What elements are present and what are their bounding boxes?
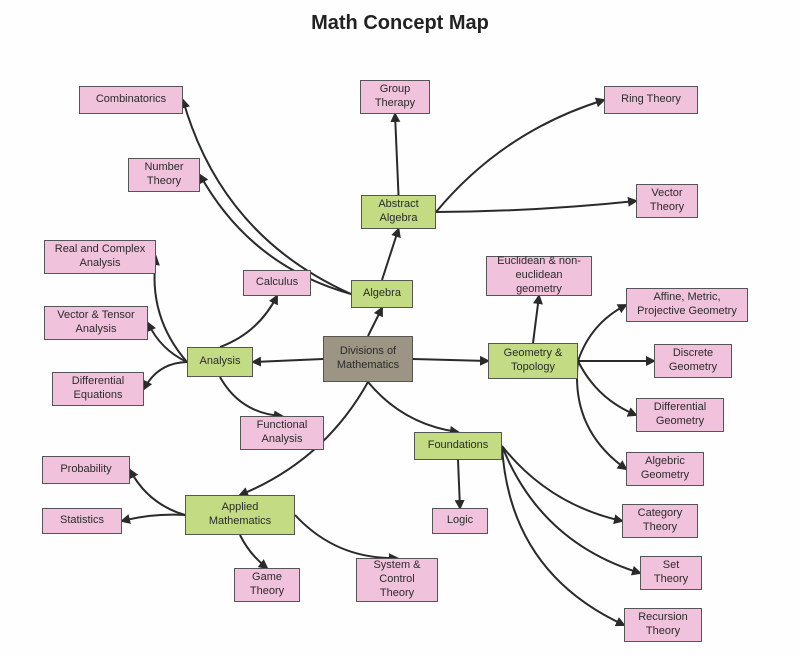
- node-root: Divisions of Mathematics: [323, 336, 413, 382]
- node-label: Combinatorics: [96, 93, 166, 107]
- edge-geometry_topology-euclidean: [533, 296, 539, 343]
- node-label: Discrete Geometry: [661, 347, 725, 375]
- edge-foundations-logic: [458, 460, 460, 508]
- node-applied_math: Applied Mathematics: [185, 495, 295, 535]
- edge-algebra-abstract_algebra: [382, 229, 399, 280]
- edge-applied_math-probability: [130, 470, 185, 515]
- node-algebra: Algebra: [351, 280, 413, 308]
- edge-abstract_algebra-vector_theory: [436, 201, 636, 212]
- node-statistics: Statistics: [42, 508, 122, 534]
- edge-geometry_topology-affine: [578, 305, 626, 361]
- edge-root-analysis: [253, 359, 323, 362]
- edge-foundations-category_theory: [502, 446, 622, 521]
- node-set_theory: Set Theory: [640, 556, 702, 590]
- node-label: Calculus: [256, 276, 298, 290]
- node-label: Number Theory: [135, 161, 193, 189]
- node-label: Ring Theory: [621, 93, 681, 107]
- node-real_complex: Real and Complex Analysis: [44, 240, 156, 274]
- node-label: Affine, Metric, Projective Geometry: [633, 291, 741, 319]
- node-foundations: Foundations: [414, 432, 502, 460]
- edge-abstract_algebra-group_therapy: [395, 114, 399, 195]
- node-algebraic_geom: Algebric Geometry: [626, 452, 704, 486]
- node-label: Statistics: [60, 514, 104, 528]
- node-label: Euclidean & non-euclidean geometry: [493, 255, 585, 296]
- node-analysis: Analysis: [187, 347, 253, 377]
- node-group_therapy: Group Therapy: [360, 80, 430, 114]
- node-affine: Affine, Metric, Projective Geometry: [626, 288, 748, 322]
- edge-geometry_topology-algebraic_geom: [577, 361, 626, 469]
- edge-foundations-set_theory: [502, 446, 640, 573]
- node-label: Vector Theory: [643, 187, 691, 215]
- node-system_control: System & Control Theory: [356, 558, 438, 602]
- node-label: Recursion Theory: [631, 611, 695, 639]
- node-label: Group Therapy: [367, 83, 423, 111]
- edge-analysis-diff_eq: [144, 362, 187, 389]
- node-label: Algebra: [363, 287, 401, 301]
- node-label: Probability: [60, 463, 111, 477]
- node-calculus: Calculus: [243, 270, 311, 296]
- node-label: Category Theory: [629, 507, 691, 535]
- node-game_theory: Game Theory: [234, 568, 300, 602]
- node-probability: Probability: [42, 456, 130, 484]
- node-vector_theory: Vector Theory: [636, 184, 698, 218]
- node-diff_geom: Differential Geometry: [636, 398, 724, 432]
- edge-applied_math-game_theory: [240, 535, 267, 568]
- node-functional_analysis: Functional Analysis: [240, 416, 324, 450]
- node-ring_theory: Ring Theory: [604, 86, 698, 114]
- node-label: Applied Mathematics: [192, 501, 288, 529]
- node-label: Divisions of Mathematics: [330, 345, 406, 373]
- node-label: Set Theory: [647, 559, 695, 587]
- node-abstract_algebra: Abstract Algebra: [361, 195, 436, 229]
- edge-geometry_topology-diff_geom: [578, 361, 636, 415]
- node-recursion_theory: Recursion Theory: [624, 608, 702, 642]
- edge-analysis-functional_analysis: [220, 377, 282, 416]
- node-geometry_topology: Geometry & Topology: [488, 343, 578, 379]
- node-logic: Logic: [432, 508, 488, 534]
- edge-analysis-vector_tensor: [148, 323, 187, 362]
- edge-abstract_algebra-ring_theory: [436, 100, 604, 212]
- edge-root-algebra: [368, 308, 382, 336]
- edge-root-geometry_topology: [413, 359, 488, 361]
- node-label: Abstract Algebra: [368, 198, 429, 226]
- node-label: Algebric Geometry: [633, 455, 697, 483]
- node-vector_tensor: Vector & Tensor Analysis: [44, 306, 148, 340]
- page-title: Math Concept Map: [0, 12, 800, 35]
- edge-applied_math-system_control: [295, 515, 397, 558]
- node-category_theory: Category Theory: [622, 504, 698, 538]
- node-label: Vector & Tensor Analysis: [51, 309, 141, 337]
- node-number_theory: Number Theory: [128, 158, 200, 192]
- edge-root-foundations: [368, 382, 458, 432]
- node-label: Real and Complex Analysis: [51, 243, 149, 271]
- node-combinatorics: Combinatorics: [79, 86, 183, 114]
- node-label: Differential Equations: [59, 375, 137, 403]
- edge-analysis-real_complex: [155, 257, 187, 362]
- node-label: System & Control Theory: [363, 559, 431, 600]
- node-label: Analysis: [200, 355, 241, 369]
- node-label: Differential Geometry: [643, 401, 717, 429]
- node-discrete_geom: Discrete Geometry: [654, 344, 732, 378]
- node-label: Foundations: [428, 439, 489, 453]
- node-label: Functional Analysis: [247, 419, 317, 447]
- node-diff_eq: Differential Equations: [52, 372, 144, 406]
- edge-analysis-calculus: [220, 296, 277, 347]
- node-euclidean: Euclidean & non-euclidean geometry: [486, 256, 592, 296]
- edge-algebra-combinatorics: [183, 100, 351, 294]
- edge-foundations-recursion_theory: [502, 446, 624, 625]
- node-label: Geometry & Topology: [495, 347, 571, 375]
- node-label: Game Theory: [241, 571, 293, 599]
- edge-applied_math-statistics: [122, 515, 185, 521]
- node-label: Logic: [447, 514, 473, 528]
